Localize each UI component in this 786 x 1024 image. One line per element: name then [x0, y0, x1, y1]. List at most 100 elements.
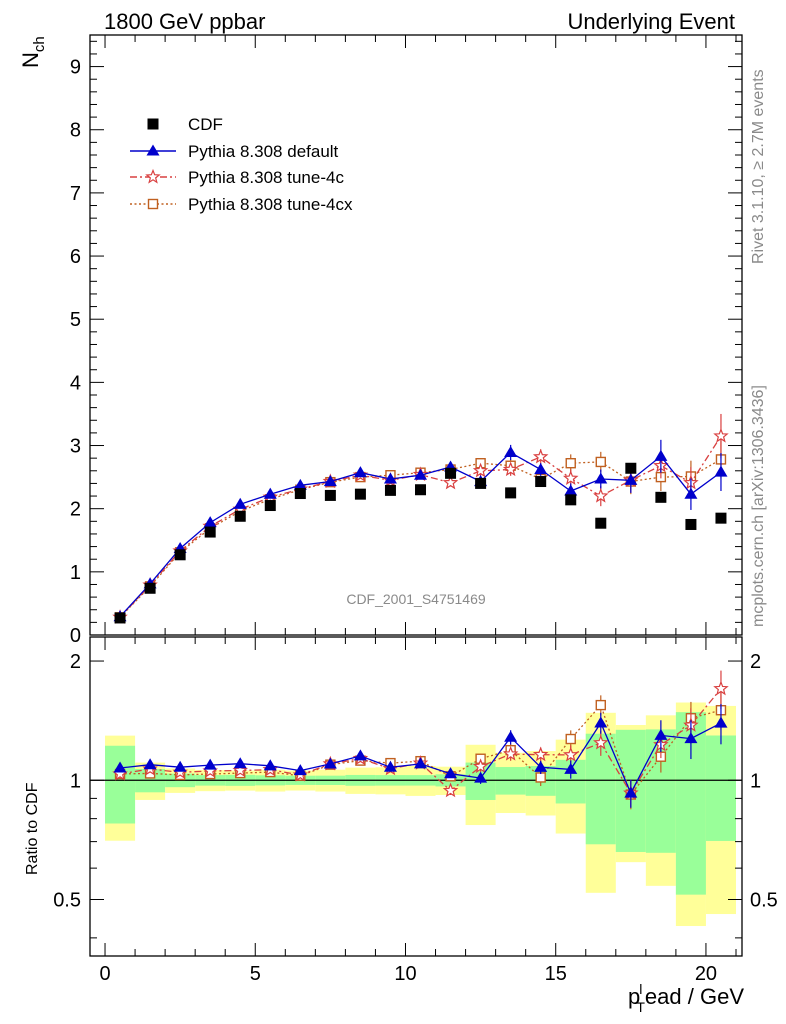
legend-entry-0-label: CDF — [188, 115, 223, 134]
series-2-ratio-point — [502, 745, 519, 761]
analysis-watermark: CDF_2001_S4751469 — [346, 591, 486, 607]
cdf-data-point — [174, 549, 186, 561]
series-1-ratio-point — [474, 771, 488, 783]
legend-entry-1-label: Pythia 8.308 default — [188, 142, 339, 161]
main-y-tick-label: 8 — [70, 120, 81, 142]
series-1-point — [203, 516, 217, 528]
series-1-ratio-point — [714, 716, 728, 728]
cdf-data-point — [475, 477, 487, 489]
series-1-point — [414, 468, 428, 480]
series-1-point — [263, 487, 277, 499]
mcplots-label: mcplots.cern.ch [arXiv:1306.3436] — [750, 385, 767, 627]
cdf-data-point — [234, 510, 246, 522]
ratio-band-inner — [105, 745, 136, 824]
cdf-data-point — [204, 526, 216, 538]
cdf-data-point — [505, 487, 517, 499]
main-y-tick-label: 1 — [70, 562, 81, 584]
series-2-ratio-point — [442, 782, 459, 798]
series-1-ratio-point — [173, 760, 187, 772]
main-plot-frame — [89, 34, 743, 636]
series-3-ratio-point — [595, 699, 606, 711]
ratio-y-tick-label-right: 2 — [750, 651, 761, 673]
main-y-tick-label: 4 — [70, 372, 81, 394]
main-y-tick-label: 7 — [70, 183, 81, 205]
series-2-ratio-point — [232, 762, 248, 778]
legend-entry-1-marker — [146, 144, 160, 156]
legend-entry-3-marker — [147, 198, 159, 210]
series-2-point — [532, 448, 549, 464]
cdf-data-point — [535, 476, 547, 488]
cdf-data-point — [415, 484, 427, 496]
ratio-y-tick-label-right: 1 — [750, 770, 761, 792]
ratio-plot-frame — [89, 636, 743, 957]
series-1-ratio-point — [323, 757, 337, 769]
cdf-data-point — [324, 489, 336, 501]
x-tick-label: 20 — [695, 963, 717, 985]
series-1-ratio-point — [654, 728, 668, 740]
series-2-point — [502, 461, 519, 477]
series-1-point — [534, 463, 548, 475]
series-1-ratio-point — [594, 716, 608, 728]
series-1-point — [233, 497, 247, 509]
rivet-label: Rivet 3.1.10, ≥ 2.7M events — [750, 69, 767, 264]
series-1-point — [714, 465, 728, 477]
x-tick-label: 15 — [545, 963, 567, 985]
series-1-point — [654, 449, 668, 461]
series-1-ratio-point — [564, 762, 578, 774]
series-3-point — [565, 458, 576, 469]
series-2-point — [472, 462, 489, 478]
legend-entry-0: CDF — [147, 115, 223, 134]
series-1-point — [564, 484, 578, 496]
ratio-band-inner — [705, 735, 736, 841]
series-1-ratio-point — [203, 758, 217, 770]
series-1-ratio-point — [143, 758, 157, 770]
cdf-data-point — [144, 582, 156, 594]
main-y-tick-label: 2 — [70, 499, 81, 521]
main-y-axis-label: Nch — [18, 36, 48, 68]
left-title: 1800 GeV ppbar — [104, 9, 265, 34]
legend-entry-0-marker — [147, 118, 159, 130]
series-1-ratio-point — [113, 761, 127, 773]
series-1-ratio-point — [293, 764, 307, 776]
series-2-point — [562, 470, 579, 485]
series-1-point — [383, 472, 397, 484]
series-2-ratio-point — [593, 734, 609, 750]
cdf-data-point — [685, 518, 697, 530]
cdf-data-point — [114, 612, 126, 624]
cdf-data-point — [625, 462, 637, 474]
cdf-data-point — [655, 491, 667, 503]
series-2-ratio-point — [713, 680, 729, 696]
ratio-y-tick-label-left: 0.5 — [53, 889, 81, 911]
cdf-data-point — [384, 484, 396, 496]
series-3-ratio-point — [565, 733, 576, 745]
ratio-y-tick-label-left: 2 — [70, 651, 81, 673]
main-y-tick-label: 9 — [70, 57, 81, 79]
x-tick-label: 5 — [250, 963, 261, 985]
main-y-tick-label: 5 — [70, 309, 81, 331]
series-1-ratio-point — [414, 757, 428, 769]
cdf-data-point — [354, 488, 366, 500]
series-1-point — [293, 478, 307, 490]
series-1-point — [624, 473, 638, 485]
series-2-ratio-point — [532, 746, 549, 762]
legend-entry-2-marker — [145, 168, 161, 184]
series-1-ratio-point — [534, 760, 548, 772]
series-1-ratio-point — [504, 730, 518, 742]
series-1-ratio-point — [383, 760, 397, 772]
series-1-ratio-point — [353, 749, 367, 761]
x-tick-label: 0 — [99, 963, 110, 985]
ratio-y-tick-label-right: 0.5 — [750, 889, 778, 911]
ratio-y-tick-label-left: 1 — [70, 770, 81, 792]
series-1-ratio-point — [624, 786, 638, 798]
main-y-tick-label: 6 — [70, 246, 81, 268]
series-1-ratio-point — [444, 767, 458, 779]
series-1-ratio-point — [684, 732, 698, 744]
series-2-point — [442, 474, 459, 490]
series-2-point — [713, 427, 729, 443]
series-2-ratio-point — [562, 746, 579, 762]
series-1-ratio-point — [263, 759, 277, 771]
series-1-point — [353, 466, 367, 478]
main-y-tick-label: 0 — [70, 625, 81, 647]
cdf-data-point — [715, 512, 727, 524]
